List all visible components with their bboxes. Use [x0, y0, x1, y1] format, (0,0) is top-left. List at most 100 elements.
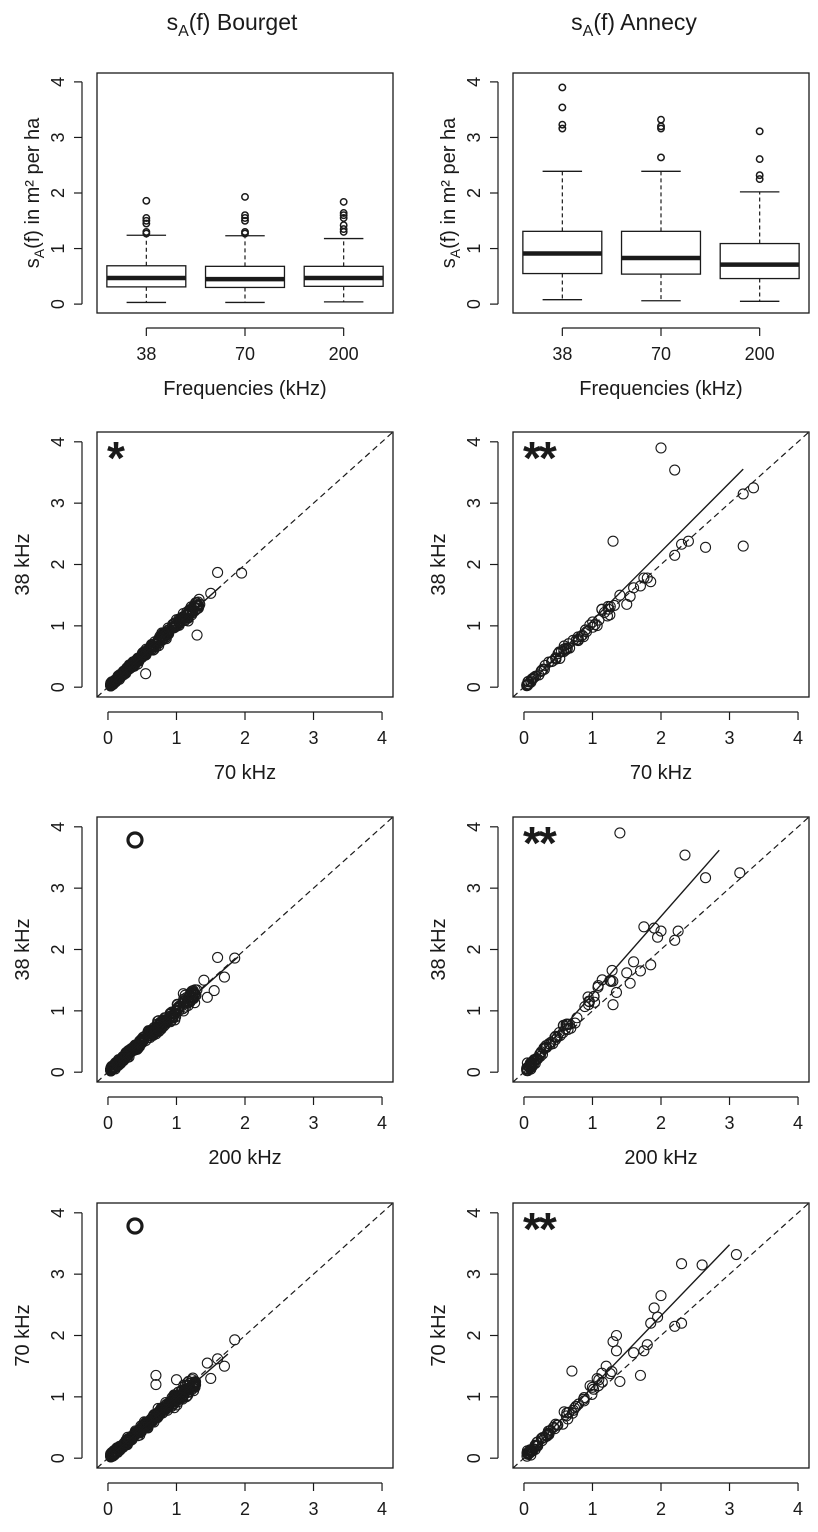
- data-point: [108, 1447, 120, 1459]
- y-tick-label: 4: [464, 77, 484, 87]
- x-tick-label: 1: [171, 728, 181, 748]
- data-point: [110, 674, 122, 686]
- y-tick-label: 4: [464, 1208, 484, 1218]
- x-tick-label: 1: [587, 728, 597, 748]
- data-point: [150, 1369, 162, 1381]
- data-point: [652, 931, 664, 943]
- outlier-point: [339, 209, 348, 217]
- outlier-point: [142, 214, 151, 222]
- data-point: [148, 640, 160, 652]
- plot-frame: [512, 1202, 810, 1469]
- data-point: [655, 925, 667, 937]
- x-tick-label: 2: [240, 728, 250, 748]
- box-38: [522, 83, 603, 301]
- data-point: [638, 1345, 650, 1357]
- y-tick-label: 3: [48, 132, 68, 142]
- data-point: [593, 1374, 605, 1386]
- data-point: [201, 1357, 213, 1369]
- data-point: [696, 1259, 708, 1271]
- data-point: [737, 540, 749, 552]
- y-tick-label: 1: [48, 621, 68, 631]
- x-axis-title: 70 kHz: [214, 762, 276, 784]
- data-point: [205, 587, 217, 599]
- data-point: [169, 1395, 181, 1408]
- data-point: [112, 1444, 124, 1456]
- data-point: [229, 952, 241, 964]
- y-tick-label: 1: [464, 1392, 484, 1402]
- data-point: [533, 669, 545, 681]
- data-point: [614, 1375, 626, 1388]
- x-tick-label: 4: [793, 728, 803, 748]
- outlier-point: [558, 83, 567, 92]
- outlier-point: [657, 115, 665, 124]
- outlier-point: [755, 155, 764, 164]
- outlier-point: [755, 171, 764, 180]
- y-axis-title: sA(f) in m² per ha: [22, 117, 47, 268]
- y-tick-label: 2: [48, 188, 68, 198]
- data-point: [538, 1042, 550, 1054]
- data-point: [236, 567, 248, 579]
- data-point: [193, 600, 205, 612]
- data-point: [551, 1031, 563, 1043]
- data-point: [610, 986, 623, 998]
- data-point: [131, 1043, 143, 1055]
- y-axis-title: sA(f) in m² per ha: [438, 117, 463, 268]
- outlier-point: [755, 127, 764, 136]
- plot-frame: [512, 816, 810, 1083]
- data-point: [150, 1379, 162, 1391]
- outlier-point: [142, 219, 151, 228]
- data-point: [669, 934, 681, 946]
- x-tick-label: 1: [171, 1499, 181, 1519]
- data-point: [193, 593, 205, 605]
- data-point: [641, 1339, 653, 1351]
- outlier-point: [142, 227, 151, 236]
- data-point: [591, 620, 603, 632]
- data-point: [682, 535, 694, 547]
- x-tick-label: 70: [235, 344, 255, 364]
- x-tick-label: 4: [377, 1499, 387, 1519]
- data-point: [188, 993, 200, 1005]
- box-200: [719, 127, 800, 302]
- y-tick-label: 0: [464, 299, 484, 309]
- outlier-point: [142, 216, 151, 225]
- data-point: [119, 666, 131, 678]
- chart-sc-bourget-38-70: 0 1 2 3 4 0 1 2 3 4 * 70 kHz 38 kHz: [12, 431, 394, 784]
- data-point: [543, 1428, 555, 1440]
- outlier-point: [339, 197, 348, 206]
- outlier-point: [241, 214, 249, 222]
- x-axis-title: 200 kHz: [208, 1147, 281, 1169]
- y-axis-title: 38 kHz: [12, 918, 34, 980]
- plot-area: [513, 1203, 809, 1468]
- significance-marker: [126, 1217, 144, 1235]
- regression-line: [526, 849, 720, 1069]
- identity-line: [97, 1203, 393, 1468]
- data-point: [676, 1317, 688, 1329]
- significance-marker: **: [523, 432, 557, 484]
- data-point: [105, 1450, 117, 1462]
- data-point: [557, 1418, 569, 1430]
- plot-frame: [512, 431, 810, 698]
- x-tick-label: 2: [656, 1499, 666, 1519]
- box-iqr: [620, 230, 702, 275]
- outlier-point: [142, 196, 151, 205]
- y-tick-label: 3: [48, 1269, 68, 1279]
- data-point: [607, 999, 619, 1011]
- data-point: [126, 659, 138, 671]
- x-axis-title: Frequencies (kHz): [163, 378, 326, 400]
- data-point: [558, 645, 570, 658]
- y-tick-label: 2: [48, 559, 68, 569]
- data-point: [586, 1381, 598, 1393]
- data-point: [140, 1417, 152, 1429]
- data-point: [652, 1311, 664, 1323]
- outlier-point: [339, 214, 348, 222]
- outlier-point: [558, 120, 567, 129]
- outlier-point: [558, 103, 567, 112]
- data-point: [586, 1388, 598, 1400]
- data-point: [105, 1063, 117, 1075]
- data-point: [108, 675, 120, 687]
- data-point: [149, 1410, 161, 1422]
- data-point: [177, 988, 189, 1000]
